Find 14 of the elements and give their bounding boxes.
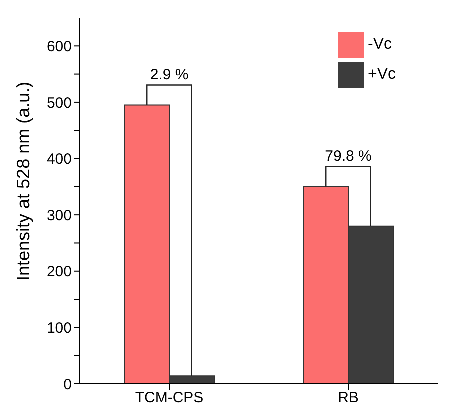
y-tick-label: 500 [46, 94, 72, 112]
y-axis-title: Intensity at 528 nm (a.u.) [13, 82, 34, 281]
y-tick-label: 0 [64, 376, 72, 394]
y-tick-label: 400 [46, 151, 72, 168]
annotation: 79.8 % [325, 148, 372, 165]
x-tick-label: TCM-CPS [135, 390, 204, 407]
annotation: 2.9 % [150, 66, 189, 84]
y-tick-label: 300 [46, 207, 72, 224]
legend-label: -Vc [368, 36, 392, 53]
y-tick-label: 100 [46, 320, 72, 338]
y-tick-label: 200 [46, 264, 72, 281]
legend-label: +Vc [368, 66, 396, 83]
y-tick-label: 600 [46, 38, 72, 56]
x-tick-label: RB [338, 390, 359, 407]
